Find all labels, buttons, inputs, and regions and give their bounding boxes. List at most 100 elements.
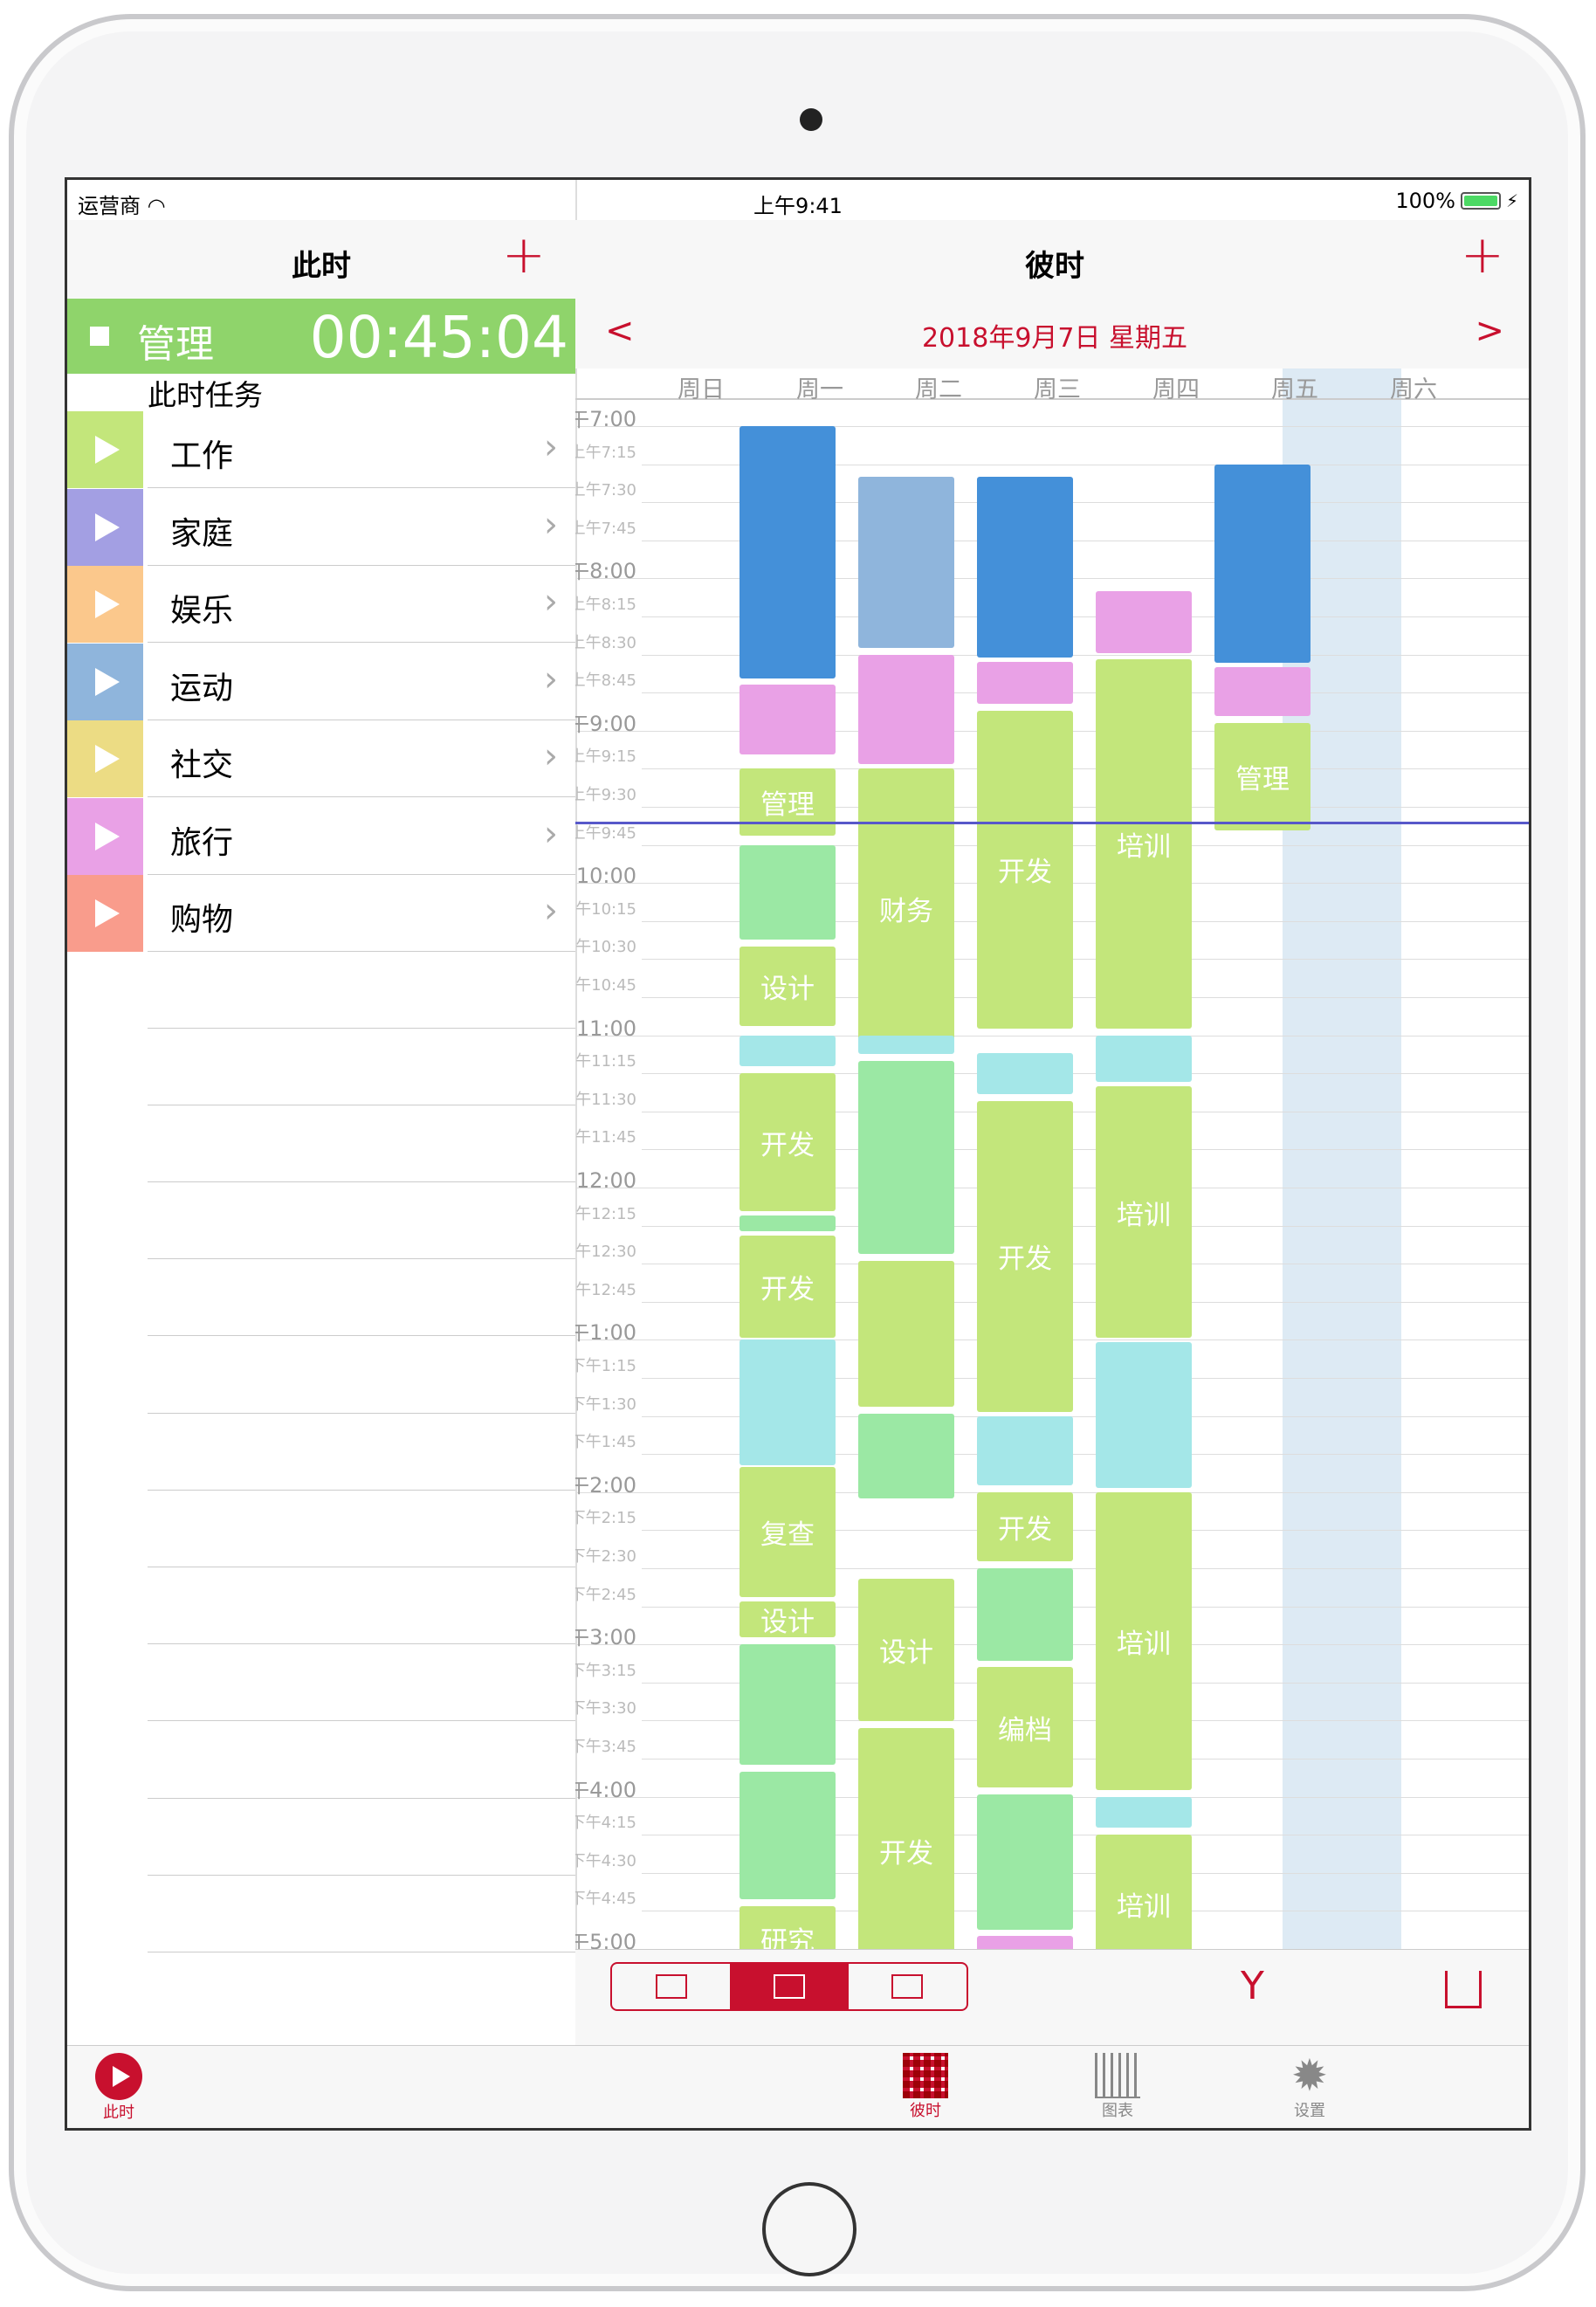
time-entry-block[interactable] [858,1035,954,1054]
time-entry-block[interactable]: 开发 [977,710,1073,1029]
time-entry-block[interactable]: 开发 [977,1491,1073,1562]
time-entry-block[interactable]: 培训 [1096,659,1192,1029]
task-row[interactable]: 家庭 › [67,488,575,566]
time-entry-block[interactable] [740,844,836,940]
time-label: 上午9:30 [575,786,636,804]
time-entry-block[interactable] [977,1794,1073,1930]
time-entry-block[interactable]: 培训 [1096,1835,1192,1949]
time-entry-block[interactable]: 培训 [1096,1491,1192,1790]
tab-settings[interactable]: ✹ 设置 [1270,2053,1349,2121]
merge-icon[interactable]: Y [1241,1964,1264,2008]
time-gridline [642,692,1529,694]
timeline-grid[interactable]: 上午7:00 上午7:15 上午7:30 上午7:45 上午8:00 上午8:15 上午8:… [575,398,1529,1949]
task-start-button[interactable] [67,720,143,797]
weekday-label: 周四 [1152,376,1200,403]
time-entry-block[interactable] [1096,1342,1192,1488]
time-entry-block[interactable] [740,426,836,678]
task-start-button[interactable] [67,643,143,720]
time-entry-block[interactable] [858,1261,954,1407]
time-label: 下午3:15 [575,1661,636,1680]
add-entry-button[interactable]: + [1460,224,1504,286]
tab-history[interactable]: 彼时 [886,2053,965,2121]
time-entry-block[interactable] [1214,464,1311,664]
time-entry-block[interactable] [858,654,954,765]
time-gridline [642,1568,1529,1569]
task-start-button[interactable] [67,566,143,643]
time-entry-block[interactable]: 开发 [740,1236,836,1339]
time-label: 上午11:15 [575,1052,636,1071]
view-mode-segmented-control[interactable] [610,1962,968,2011]
task-row[interactable]: 购物 › [67,875,575,952]
task-row[interactable]: 社交 › [67,720,575,797]
day-view-segment[interactable] [612,1964,730,2009]
time-entry-block[interactable]: 开发 [740,1073,836,1212]
time-label: 下午4:30 [575,1851,636,1870]
time-entry-block[interactable]: 研究 [740,1905,836,1949]
empty-row-divider [148,1643,575,1645]
time-entry-block[interactable] [740,1771,836,1899]
time-entry-block[interactable] [1096,1796,1192,1828]
time-entry-block[interactable] [977,1052,1073,1095]
time-entry-block[interactable]: 培训 [1096,1085,1192,1339]
task-row[interactable]: 工作 › [67,411,575,488]
time-entry-block[interactable]: 开发 [977,1101,1073,1412]
time-entry-block[interactable] [1214,667,1311,717]
time-entry-block[interactable] [858,1060,954,1255]
time-entry-block[interactable] [740,1035,836,1067]
time-label: 上午10:30 [575,938,636,957]
time-entry-block[interactable] [977,477,1073,658]
task-start-button[interactable] [67,875,143,952]
add-task-button[interactable]: + [501,224,546,286]
time-entry-block[interactable] [740,1644,836,1765]
time-entry-block[interactable] [1096,590,1192,653]
tab-now[interactable]: 此时 [79,2053,158,2123]
time-entry-block[interactable] [1096,1035,1192,1082]
time-entry-block[interactable] [977,1936,1073,1949]
tab-charts[interactable]: 图表 [1078,2053,1157,2121]
time-entry-block[interactable]: 管理 [1214,723,1311,831]
empty-row-divider [148,1335,575,1337]
time-gridline [642,920,1529,922]
share-icon[interactable] [1445,1971,1482,2008]
date-bar: < 2018年9月7日 星期五 > [575,299,1529,368]
time-label: 下午2:00 [575,1472,636,1498]
camera [800,108,822,131]
time-entry-block[interactable]: 管理 [740,768,836,836]
bar-chart-icon [1095,2053,1140,2098]
task-row[interactable]: 运动 › [67,643,575,720]
time-label: 上午8:00 [575,559,636,584]
task-row[interactable]: 娱乐 › [67,566,575,643]
task-label: 旅行 [170,824,234,861]
time-entry-block[interactable] [740,1215,836,1232]
time-entry-block[interactable] [977,1415,1073,1485]
stop-icon[interactable] [90,327,109,346]
month-view-segment[interactable] [849,1964,967,2009]
time-entry-block[interactable]: 设计 [740,1601,836,1638]
time-entry-block[interactable]: 编档 [977,1667,1073,1787]
status-bar: 运营商 ◠ 上午9:41 100% ⚡ [67,180,1529,220]
time-entry-block[interactable] [740,685,836,754]
time-entry-block[interactable] [858,1413,954,1498]
time-label: 下午2:30 [575,1547,636,1566]
chevron-right-icon: › [544,658,558,699]
time-entry-block[interactable]: 复查 [740,1466,836,1597]
time-label: 下午3:30 [575,1699,636,1718]
time-entry-block[interactable] [977,1568,1073,1661]
battery-icon [1460,192,1501,210]
next-day-button[interactable]: > [1475,311,1504,351]
time-entry-block[interactable]: 开发 [858,1728,954,1949]
week-view-segment[interactable] [730,1964,849,2009]
time-entry-block[interactable]: 设计 [858,1578,954,1722]
time-entry-block[interactable] [977,662,1073,704]
prev-day-button[interactable]: < [605,311,635,351]
time-entry-block[interactable] [858,477,954,648]
task-start-button[interactable] [67,411,143,488]
time-entry-block[interactable] [740,1339,836,1465]
home-button[interactable] [762,2182,856,2276]
running-task-bar[interactable]: 管理 00:45:04 [67,299,575,374]
task-row[interactable]: 旅行 › [67,797,575,875]
time-entry-block[interactable]: 财务 [858,768,954,1050]
time-entry-block[interactable]: 设计 [740,946,836,1026]
task-start-button[interactable] [67,797,143,875]
task-start-button[interactable] [67,488,143,566]
